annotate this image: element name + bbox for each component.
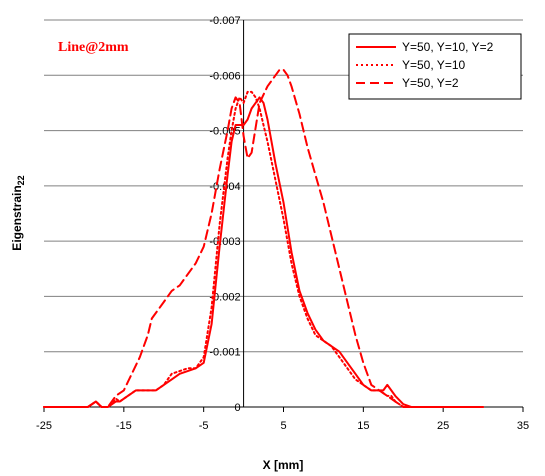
gridlines [44,19,523,353]
x-tick-labels: -25 -15 -5 5 15 25 35 [36,420,529,432]
y-axis-title: Eigenstrain22 [10,175,26,250]
legend-label-2: Y=50, Y=10 [402,58,465,72]
y-tick-label: -0.001 [209,347,240,359]
y-tick-label: -0.003 [209,236,240,248]
x-axis-title: X [mm] [263,458,304,472]
x-tick-label: -25 [36,420,52,432]
legend-label-1: Y=50, Y=10, Y=2 [402,40,494,54]
y-tick-label: -0.006 [209,70,240,82]
x-tick-label: 25 [437,420,449,432]
series-lines [43,68,485,408]
legend-label-3: Y=50, Y=2 [402,76,459,90]
y-axis-title-main: Eigenstrain [10,185,24,250]
legend-box [348,33,522,100]
legend: Y=50, Y=10, Y=2 Y=50, Y=10 Y=50, Y=2 [348,33,522,100]
series-line-3 [43,68,485,408]
x-tick-label: -5 [199,420,209,432]
chart-annotation: Line@2mm [58,40,129,55]
y-tick-label: 0 [234,402,240,414]
x-tick-label: 15 [357,420,369,432]
y-tick-label: -0.007 [209,15,240,27]
y-axis-title-subscript: 22 [16,175,26,185]
x-tick-label: 35 [517,420,529,432]
x-tick-label: -15 [116,420,132,432]
x-tick-label: 5 [280,420,286,432]
series-line-2 [43,90,485,408]
y-tick-label: -0.002 [209,291,240,303]
